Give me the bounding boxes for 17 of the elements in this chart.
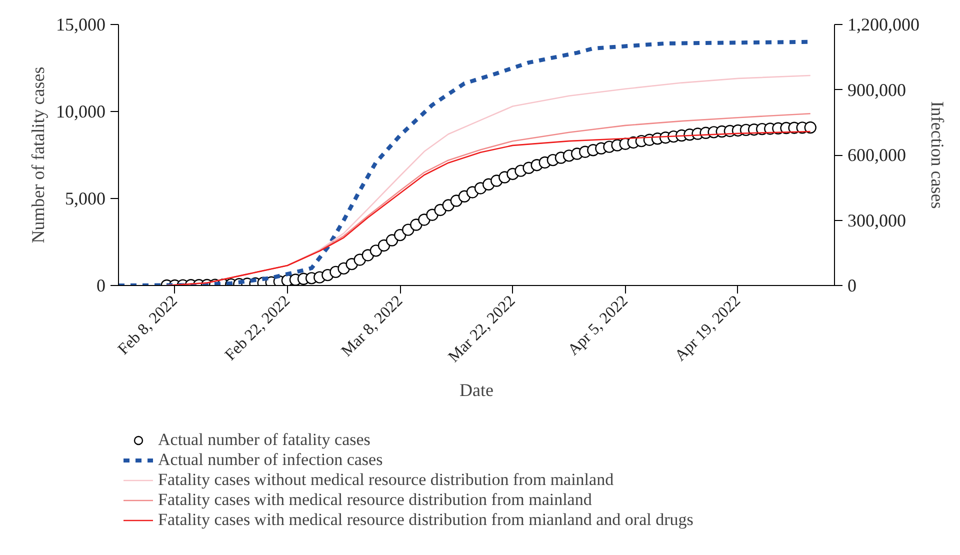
legend-label: Actual number of infection cases [158, 450, 383, 470]
y2-tick-label: 300,000 [848, 210, 906, 230]
y-tick-label: 5,000 [65, 188, 106, 208]
y2-axis-title: Infection cases [928, 101, 948, 209]
legend-label: Fatality cases with medical resource distribution from mainland [158, 490, 592, 510]
y-tick-label: 0 [96, 276, 106, 296]
legend-label: Actual number of fatality cases [158, 430, 370, 450]
legend-label: Fatality cases without medical resource distribution from mainland [158, 470, 614, 490]
y-tick-label: 10,000 [56, 102, 106, 122]
legend-label: Fatality cases with medical resource distribution from mianland and oral drugs [158, 510, 694, 530]
y2-tick-label: 1,200,000 [848, 14, 920, 34]
x-axis-title: Date [460, 380, 494, 400]
y2-tick-label: 0 [848, 276, 856, 296]
y2-tick-label: 600,000 [848, 145, 906, 165]
y-tick-label: 15,000 [56, 14, 106, 34]
y-axis-title: Number of fatality cases [28, 66, 48, 244]
y2-tick-label: 900,000 [848, 80, 906, 100]
